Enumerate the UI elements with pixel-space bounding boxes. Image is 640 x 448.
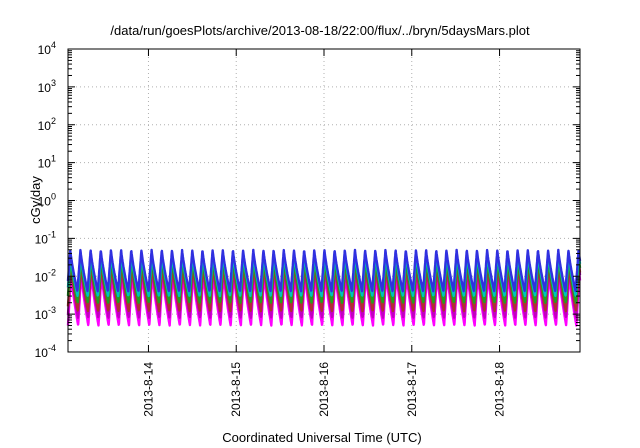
y-tick-mantissa: 10 [38,43,52,57]
series-line [66,248,582,293]
y-tick-exponent: -2 [48,267,56,277]
y-tick-mantissa: 10 [38,195,52,209]
chart-title: /data/run/goesPlots/archive/2013-08-18/2… [110,23,530,38]
y-tick-label: 101 [38,154,56,171]
y-tick-label: 10-2 [35,267,56,284]
y-tick-exponent: -1 [48,229,56,239]
y-tick-exponent: 4 [51,40,56,50]
y-axis-label: cGy/day [28,176,43,224]
y-tick-mantissa: 10 [35,270,49,284]
y-tick-label: 10-1 [35,229,56,246]
y-tick-label: 10-3 [35,305,56,322]
x-tick-label: 2013-8-17 [405,362,419,417]
y-tick-exponent: -3 [48,305,56,315]
y-tick-label: 102 [38,116,56,133]
series-layer [66,248,582,327]
x-axis-label: Coordinated Universal Time (UTC) [222,430,421,445]
y-tick-exponent: -4 [48,343,56,353]
y-tick-exponent: 1 [51,154,56,164]
x-tick-label: 2013-8-15 [229,362,243,417]
y-tick-exponent: 0 [51,192,56,202]
y-tick-label: 100 [38,192,56,209]
y-tick-mantissa: 10 [35,232,49,246]
y-tick-mantissa: 10 [38,157,52,171]
y-tick-mantissa: 10 [35,346,49,360]
x-tick-label: 2013-8-16 [317,362,331,417]
y-tick-label: 10-4 [35,343,56,360]
x-axis: 2013-8-14 2013-8-15 2013-8-16 2013-8-17 2013… [141,49,507,417]
y-tick-label: 103 [38,78,56,95]
y-tick-mantissa: 10 [38,119,52,133]
y-tick-exponent: 2 [51,116,56,126]
y-tick-mantissa: 10 [38,81,52,95]
y-tick-mantissa: 10 [35,308,49,322]
x-tick-label: 2013-8-14 [141,362,155,417]
x-tick-label: 2013-8-18 [493,362,507,417]
y-tick-exponent: 3 [51,78,56,88]
y-tick-label: 104 [38,40,56,57]
